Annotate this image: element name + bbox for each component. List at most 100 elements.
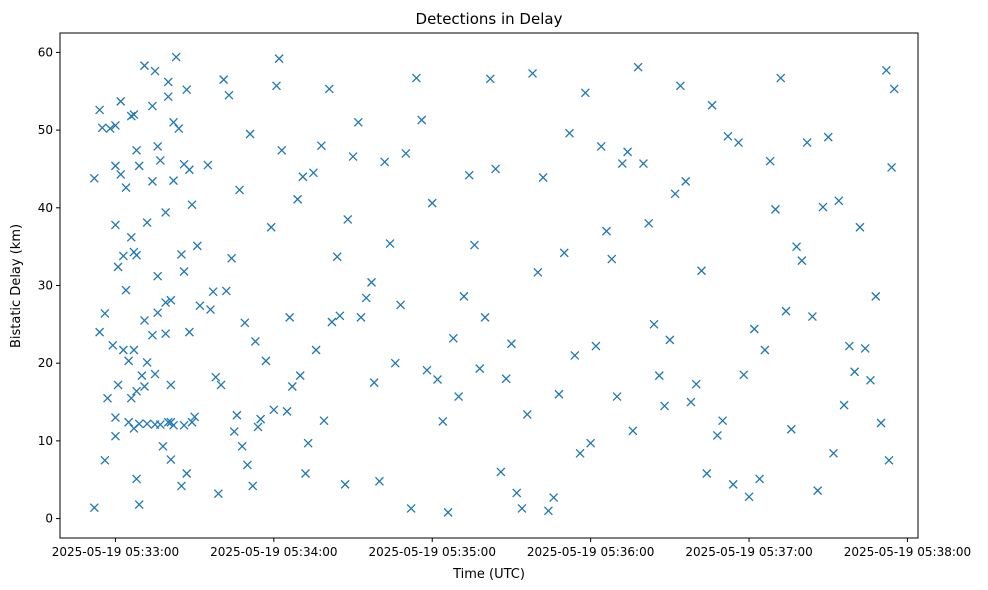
data-point-marker [734,138,743,148]
data-point-marker [480,312,490,322]
y-tick-label: 10 [38,434,53,448]
data-point-marker [134,419,144,429]
data-point-marker [353,117,363,127]
data-point-marker [411,73,421,83]
data-point-marker [475,364,485,374]
data-point-marker [617,159,627,168]
data-point-marker [797,256,807,266]
data-point-marker [686,397,696,407]
data-point-marker [103,393,112,403]
data-point-marker [538,173,548,182]
data-point-marker [543,506,553,516]
y-tick-label: 0 [45,512,53,526]
data-point-marker [702,469,712,478]
data-point-marker [744,492,754,502]
data-point-marker [565,128,574,138]
data-point-marker [517,504,527,513]
data-point-marker [110,161,120,171]
data-point-marker [129,110,139,120]
data-point-marker [277,145,287,155]
data-point-marker [240,318,250,328]
data-point-marker [697,266,706,276]
data-point-marker [140,382,149,391]
data-point-marker [113,262,123,272]
data-point-marker [850,367,860,377]
data-point-marker [675,81,685,91]
data-point-marker [324,84,334,94]
data-point-marker [192,241,202,251]
data-point-marker [285,312,295,322]
data-point-marker [459,291,469,301]
data-point-marker [227,253,237,263]
data-point-marker [396,300,406,310]
data-point-marker [760,345,770,355]
data-point-marker [219,75,229,85]
data-point-marker [161,298,171,308]
data-point-marker [839,400,849,410]
data-point-marker [712,430,722,440]
data-point-marker [417,115,427,125]
data-point-marker [755,474,765,484]
data-point-marker [367,277,376,287]
data-point-marker [554,389,564,399]
data-point-marker [132,145,142,155]
data-point-marker [293,194,303,204]
y-tick-label: 60 [38,45,53,59]
data-point-marker [628,426,638,436]
data-point-marker [834,196,844,206]
x-tick-label: 2025-05-19 05:37:00 [685,545,812,559]
data-point-marker [147,101,157,111]
data-point-marker [147,176,157,186]
data-point-marker [361,293,371,303]
data-point-marker [580,88,590,98]
data-point-marker [169,420,178,430]
data-point-marker [633,62,643,72]
data-point-marker [496,467,506,477]
data-point-marker [166,295,176,305]
data-point-marker [433,375,442,384]
data-point-marker [206,305,215,315]
data-point-marker [660,401,670,411]
data-point-marker [124,356,134,366]
data-point-marker [665,335,675,345]
x-tick-label: 2025-05-19 05:34:00 [210,545,337,559]
data-point-marker [248,481,258,491]
data-point-marker [237,441,247,451]
data-point-marker [224,90,234,100]
data-point-marker [464,170,474,180]
data-point-marker [187,200,197,210]
data-point-marker [142,419,152,429]
y-tick-label: 40 [38,201,53,215]
data-point-marker [110,431,120,441]
data-point-marker [163,417,173,427]
data-point-marker [591,341,601,351]
data-point-marker [203,160,213,170]
data-point-marker [121,285,131,295]
data-point-marker [166,380,176,390]
y-axis: 0 10 20 30 40 50 60 [38,45,60,526]
data-point-marker [211,372,221,382]
data-point-marker [311,345,321,355]
data-point-marker [126,232,136,242]
data-point-marker [829,448,838,458]
data-point-marker [110,120,120,130]
data-point-marker [607,254,617,264]
chart-title: Detections in Delay [416,10,563,28]
data-point-marker [881,65,891,75]
x-tick-label: 2025-05-19 05:38:00 [844,545,971,559]
data-point-marker [866,375,875,385]
data-point-marker [549,493,559,503]
data-point-marker [105,124,115,134]
data-point-marker [116,96,126,106]
data-point-marker [501,374,511,384]
data-point-marker [301,469,310,478]
data-point-marker [269,405,279,415]
data-point-marker [528,68,538,78]
data-point-marker [153,271,163,281]
data-point-marker [823,132,833,142]
data-point-marker [266,222,276,232]
data-point-marker [132,386,142,396]
data-point-marker [155,155,165,165]
data-point-marker [522,410,532,419]
data-point-marker [179,267,189,276]
